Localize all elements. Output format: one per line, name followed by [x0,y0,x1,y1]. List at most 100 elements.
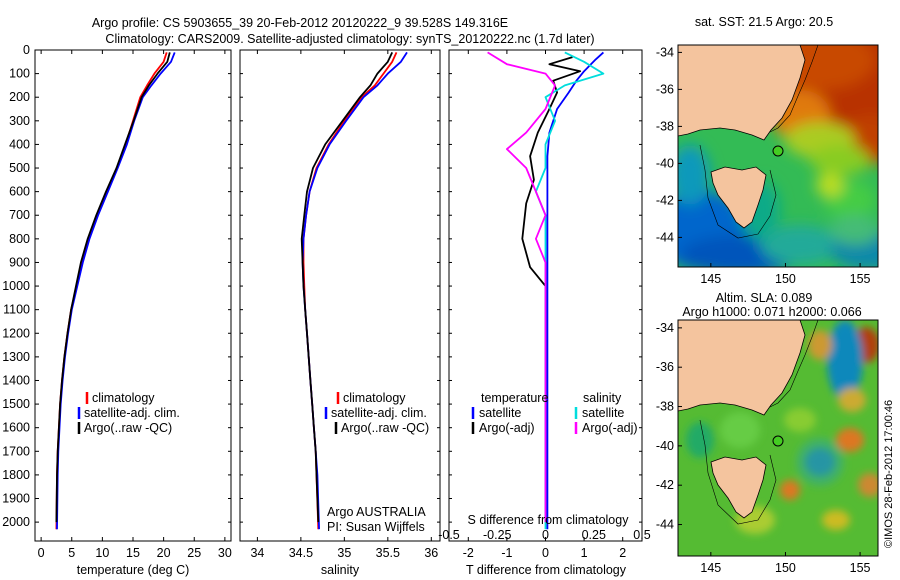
series-line-argo-raw-qc- [300,52,394,523]
sla-map-title-line1: Altim. SLA: 0.089 [716,291,813,305]
legend-title-temperature: temperature [481,391,548,405]
x-tick-label-top: 0 [542,528,549,542]
sla-map-frame [677,319,879,557]
x-tick-label: 1 [581,546,588,560]
t-diff-xlabel: T difference from climatology [466,563,627,577]
salinity-panel-frame [239,49,441,542]
temperature-xlabel: temperature (deg C) [77,563,190,577]
legend-label-satellite: satellite-adj. clim. [84,406,180,420]
lat-tick-label: -44 [656,518,674,532]
lon-tick-label: 155 [850,272,871,286]
temperature-legend: climatology satellite-adj. clim. Argo(..… [77,391,180,435]
x-tick-label: 10 [95,546,109,560]
depth-tick-label: 0 [23,43,30,57]
legend-label-s-satellite: satellite [582,406,624,420]
depth-tick-label: 200 [9,90,30,104]
x-tick-label-top: 0.5 [633,528,650,542]
x-tick-label: 25 [187,546,201,560]
series-line-climatology [302,52,398,530]
x-tick-label: 35.5 [376,546,400,560]
lat-tick-label: -38 [656,400,674,414]
lat-tick-label: -40 [656,156,674,170]
salinity-x-axis: 34 34.5 35 35.5 36 [250,50,438,560]
x-tick-label: 20 [157,546,171,560]
lat-tick-label: -44 [656,230,674,244]
lon-tick-label: 155 [850,561,871,575]
x-tick-label: -2 [463,546,474,560]
legend-label-t-argo: Argo(-adj) [479,421,535,435]
depth-tick-label: 900 [9,255,30,269]
sst-map-frame [677,44,879,268]
x-tick-label: 34.5 [289,546,313,560]
legend-label-argo: Argo(..raw -QC) [84,421,172,435]
depth-axis: 0 100 200 300 400 500 600 700 800 900 1000 1100 1200… [2,43,642,529]
depth-tick-label: 300 [9,114,30,128]
x-tick-label: 0 [38,546,45,560]
lon-tick-label: 145 [700,272,721,286]
legend-label-satellite: satellite-adj. clim. [331,406,427,420]
lon-tick-label: 145 [700,561,721,575]
series-line-temperature-satellite [546,51,605,530]
depth-tick-label: 1000 [2,279,30,293]
depth-tick-label: 1400 [2,373,30,387]
depth-tick-label: 100 [9,67,30,81]
x-tick-label: 34 [250,546,264,560]
depth-tick-label: 1500 [2,397,30,411]
x-tick-label-top: -0.25 [483,528,512,542]
sst-heatmap [678,45,878,267]
x-tick-label-top: 0.25 [582,528,606,542]
legend-label-t-satellite: satellite [479,406,521,420]
series-line-argo-raw-qc- [55,52,171,523]
depth-tick-label: 500 [9,161,30,175]
depth-tick-label: 1700 [2,444,30,458]
temperature-x-axis: 0 5 10 15 20 25 30 [38,50,232,560]
sla-map-axes: 145 150 155 -34 -36 -38 -40 -42 -44 [656,321,871,575]
x-tick-label: 5 [68,546,75,560]
x-tick-label: 2 [619,546,626,560]
side-caption: ©IMOS 28-Feb-2012 17:00:46 [883,400,895,548]
lat-tick-label: -40 [656,439,674,453]
x-tick-label-top: -0.5 [438,528,460,542]
t-difference-x-axis: -2 -1 0 1 2 [463,50,626,560]
lat-tick-label: -42 [656,193,674,207]
s-diff-xlabel: S difference from climatology [468,513,630,527]
lat-tick-label: -36 [656,360,674,374]
depth-tick-label: 800 [9,232,30,246]
depth-tick-label: 1900 [2,492,30,506]
depth-tick-label: 1200 [2,326,30,340]
argo-position-marker [772,435,784,447]
depth-tick-label: 1100 [3,303,30,317]
lon-tick-label: 150 [775,561,796,575]
difference-legend: temperature salinity satellite Argo(-adj… [471,391,638,435]
legend-label-s-argo: Argo(-adj) [582,421,638,435]
depth-tick-label: 400 [9,137,30,151]
sst-map-title: sat. SST: 21.5 Argo: 20.5 [695,15,833,29]
x-tick-label: 30 [218,546,232,560]
figure-title-line1: Argo profile: CS 5903655_39 20-Feb-2012 … [92,16,508,30]
sla-map-title-line2: Argo h1000: 0.071 h2000: 0.066 [682,305,861,319]
lat-tick-label: -34 [656,321,674,335]
pi-label: PI: Susan Wijffels [327,520,425,534]
sst-map-axes: 145 150 155 -34 -36 -38 -40 -42 -44 [656,45,871,286]
figure-title-line2: Climatology: CARS2009. Satellite-adjuste… [105,32,594,46]
lat-tick-label: -42 [656,478,674,492]
temperature-series [55,52,176,530]
lat-tick-label: -36 [656,82,674,96]
legend-label-argo: Argo(..raw -QC) [341,421,429,435]
lat-tick-label: -38 [656,119,674,133]
legend-title-salinity: salinity [583,391,622,405]
s-difference-x-axis: -0.5 -0.25 0 0.25 0.5 [438,528,651,542]
legend-label-climatology: climatology [92,391,155,405]
x-tick-label: 15 [126,546,140,560]
x-tick-label: -1 [501,546,512,560]
series-line-salinity-argo-adj- [487,51,556,523]
depth-tick-label: 600 [9,185,30,199]
depth-tick-label: 700 [9,208,30,222]
salinity-legend: climatology satellite-adj. clim. Argo(..… [324,391,429,534]
series-line-climatology [55,52,168,530]
x-tick-label: 35 [337,546,351,560]
difference-series [487,51,605,530]
salinity-xlabel: salinity [321,563,360,577]
legend-label-climatology: climatology [343,391,406,405]
